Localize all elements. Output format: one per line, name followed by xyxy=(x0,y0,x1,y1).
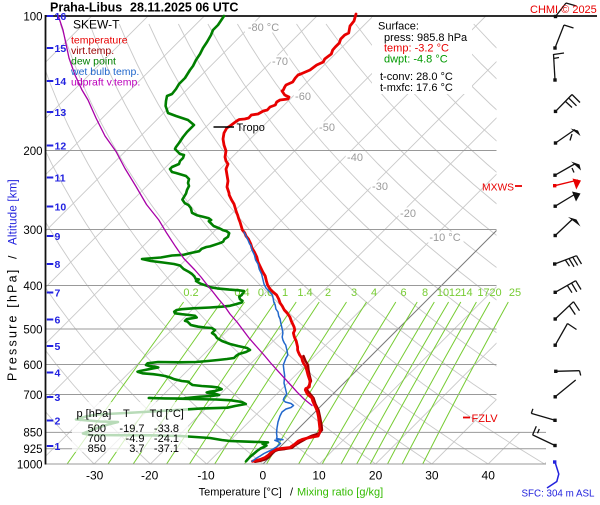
svg-text:SFC: 304 m ASL: SFC: 304 m ASL xyxy=(522,489,596,500)
svg-text:dwpt: -4.8 °C: dwpt: -4.8 °C xyxy=(384,54,448,66)
svg-text:-10 °C: -10 °C xyxy=(429,232,460,244)
svg-text:10: 10 xyxy=(55,202,67,214)
svg-text:25: 25 xyxy=(509,287,521,299)
svg-text:-60: -60 xyxy=(295,91,311,103)
svg-text:-30: -30 xyxy=(372,181,388,193)
svg-text:16: 16 xyxy=(55,11,67,23)
svg-text:7: 7 xyxy=(55,288,61,300)
svg-text:700: 700 xyxy=(23,390,42,402)
svg-text:1000: 1000 xyxy=(17,459,43,471)
svg-text:3: 3 xyxy=(351,287,357,299)
svg-text:T: T xyxy=(123,408,130,420)
svg-text:14: 14 xyxy=(55,76,67,88)
svg-text:-10: -10 xyxy=(197,469,215,483)
svg-text:9: 9 xyxy=(55,231,61,243)
svg-text:200: 200 xyxy=(23,146,42,158)
svg-text:11: 11 xyxy=(55,173,66,185)
svg-text:Pressure [hPa]: Pressure [hPa] xyxy=(6,268,20,381)
svg-text:CHMI © 2025: CHMI © 2025 xyxy=(530,4,597,16)
svg-text:Altitude [km]: Altitude [km] xyxy=(8,179,20,245)
svg-text:5: 5 xyxy=(55,341,61,353)
svg-text:-70: -70 xyxy=(272,56,288,68)
svg-text:100: 100 xyxy=(23,11,42,23)
svg-text:-80 °C: -80 °C xyxy=(248,22,279,34)
svg-text:12: 12 xyxy=(449,287,461,299)
svg-text:20: 20 xyxy=(369,469,383,483)
svg-text:p [hPa]: p [hPa] xyxy=(77,408,112,420)
svg-text:8: 8 xyxy=(422,287,428,299)
svg-text:600: 600 xyxy=(23,360,42,372)
svg-text:1: 1 xyxy=(282,287,288,299)
svg-text:Tropo: Tropo xyxy=(237,122,265,134)
svg-text:15: 15 xyxy=(55,43,67,55)
svg-text:SKEW-T: SKEW-T xyxy=(73,18,120,32)
svg-text:17: 17 xyxy=(477,287,489,299)
svg-text:850: 850 xyxy=(88,443,106,455)
svg-text:12: 12 xyxy=(55,141,67,153)
svg-text:10: 10 xyxy=(437,287,449,299)
svg-text:t-mxfc: 17.6 °C: t-mxfc: 17.6 °C xyxy=(380,82,453,94)
svg-text:-37.1: -37.1 xyxy=(154,443,179,455)
svg-text:-20: -20 xyxy=(141,469,159,483)
svg-text:300: 300 xyxy=(23,225,42,237)
svg-text:925: 925 xyxy=(23,444,42,456)
svg-text:MXWS: MXWS xyxy=(482,183,514,194)
svg-text:Surface:: Surface: xyxy=(378,21,419,33)
svg-text:3: 3 xyxy=(55,392,61,404)
svg-text:-30: -30 xyxy=(86,469,104,483)
svg-text:28.11.2025 06 UTC: 28.11.2025 06 UTC xyxy=(130,1,238,15)
svg-text:udpraft v.temp.: udpraft v.temp. xyxy=(71,77,140,89)
svg-text:40: 40 xyxy=(482,469,496,483)
svg-text:400: 400 xyxy=(23,281,42,293)
svg-text:8: 8 xyxy=(55,259,61,271)
svg-text:0.2: 0.2 xyxy=(183,287,198,299)
svg-text:1: 1 xyxy=(55,441,61,453)
svg-text:FZLV: FZLV xyxy=(472,413,499,425)
svg-text:30: 30 xyxy=(425,469,439,483)
svg-text:2: 2 xyxy=(325,287,331,299)
svg-text:10: 10 xyxy=(312,469,326,483)
svg-text:-50: -50 xyxy=(319,122,335,134)
svg-text:13: 13 xyxy=(55,107,67,119)
svg-text:0: 0 xyxy=(259,469,266,483)
svg-text:1.4: 1.4 xyxy=(297,287,312,299)
svg-text:850: 850 xyxy=(23,428,42,440)
svg-text:2: 2 xyxy=(55,416,61,428)
svg-text:3.7: 3.7 xyxy=(129,443,144,455)
svg-text:Td [°C]: Td [°C] xyxy=(150,408,184,420)
svg-text:14: 14 xyxy=(460,287,472,299)
svg-text:500: 500 xyxy=(23,324,42,336)
svg-text:4: 4 xyxy=(55,368,61,380)
svg-text:6: 6 xyxy=(55,315,61,327)
svg-text:Mixing ratio [g/kg]: Mixing ratio [g/kg] xyxy=(297,487,383,499)
svg-text:6: 6 xyxy=(400,287,406,299)
svg-text:4: 4 xyxy=(371,287,377,299)
svg-text:20: 20 xyxy=(489,287,501,299)
svg-text:Temperature [°C]: Temperature [°C] xyxy=(199,487,282,499)
svg-text:-20: -20 xyxy=(400,208,416,220)
svg-text:-40: -40 xyxy=(347,152,363,164)
